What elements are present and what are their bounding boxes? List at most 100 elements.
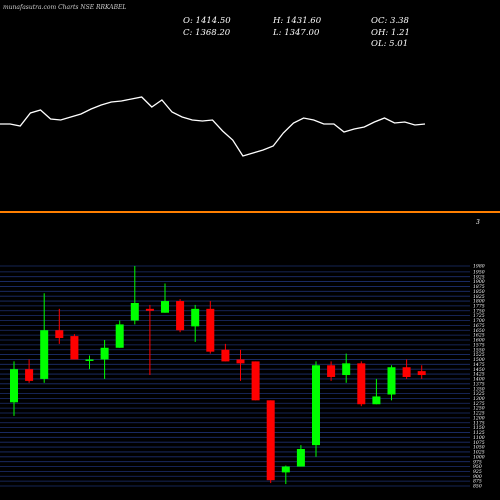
price-tick-label: 1980	[473, 264, 485, 270]
candle-body	[10, 369, 18, 403]
price-tick-label: 1875	[473, 284, 485, 290]
price-tick-label: 1650	[473, 328, 485, 334]
candle-body	[266, 400, 275, 481]
price-tick-label: 1575	[473, 342, 485, 348]
price-tick-label: 1375	[473, 381, 485, 387]
candle	[417, 365, 426, 379]
candle	[206, 301, 215, 354]
price-tick-label: 1350	[473, 386, 485, 392]
price-tick-label: 1425	[473, 372, 485, 378]
price-tick-label: 1525	[473, 352, 485, 358]
close-value: C: 1368.20	[183, 28, 231, 38]
price-tick-label: 1225	[473, 411, 485, 417]
candle	[296, 445, 305, 467]
candle-body	[251, 361, 260, 401]
candle	[25, 359, 34, 383]
price-tick-label: 1100	[473, 435, 485, 441]
candle	[176, 299, 185, 333]
price-grid	[0, 265, 470, 487]
candle	[10, 361, 18, 416]
price-tick-label: 1475	[473, 362, 485, 368]
candle	[357, 361, 366, 407]
candle-body	[221, 349, 230, 362]
candle-body	[387, 367, 396, 395]
candle-body	[100, 347, 109, 360]
candle	[85, 355, 94, 370]
price-tick-label: 1000	[473, 454, 485, 460]
candle-body	[281, 466, 290, 473]
candle-body	[417, 371, 426, 376]
price-tick-label: 1950	[473, 269, 485, 275]
candle	[145, 304, 154, 376]
price-tick-label: 1200	[473, 415, 485, 421]
candle	[312, 361, 320, 457]
candle-body	[161, 301, 169, 313]
price-tick-label: 850	[473, 484, 482, 490]
candle	[40, 293, 49, 383]
price-axis-ticks: 1980195019251900187518501825180017751750…	[473, 264, 485, 490]
price-tick-label: 1125	[473, 430, 485, 436]
price-tick-label: 1600	[473, 338, 485, 344]
candle	[115, 320, 124, 348]
candle-body	[55, 330, 64, 339]
candle	[251, 361, 260, 401]
candle	[55, 308, 64, 344]
candle	[236, 349, 245, 381]
candle	[100, 339, 109, 379]
price-tick-label: 1825	[473, 294, 485, 300]
price-tick-label: 1675	[473, 323, 485, 329]
price-tick-label: 1275	[473, 401, 485, 407]
candle-body	[372, 396, 381, 405]
price-tick-label: 1175	[473, 420, 485, 426]
price-tick-label: 900	[473, 474, 482, 480]
candlesticks	[10, 266, 426, 485]
candle-body	[402, 367, 411, 377]
price-tick-label: 1325	[473, 391, 485, 397]
candle-body	[40, 330, 49, 379]
candle	[266, 400, 275, 484]
candle	[161, 283, 169, 313]
price-tick-label: 1625	[473, 333, 485, 339]
price-tick-label: 1550	[473, 347, 485, 353]
price-tick-label: 1900	[473, 279, 485, 285]
price-tick-label: 1300	[473, 396, 485, 402]
price-tick-label: 1925	[473, 274, 485, 280]
price-tick-label: 1400	[473, 377, 485, 383]
price-tick-label: 1025	[473, 450, 485, 456]
price-tick-label: 1500	[473, 357, 485, 363]
candle	[221, 343, 230, 362]
candle-body	[191, 308, 200, 327]
price-tick-label: 875	[473, 479, 482, 485]
candle-body	[85, 359, 94, 361]
candle-body	[70, 336, 79, 360]
candle	[70, 334, 79, 360]
candle-body	[176, 301, 185, 331]
candle-body	[130, 302, 139, 321]
candle-body	[236, 359, 245, 364]
candle-body	[342, 363, 351, 376]
price-tick-label: 1850	[473, 289, 485, 295]
candle-body	[25, 369, 34, 381]
indicator-value-label: 3	[476, 219, 480, 226]
price-tick-label: 1700	[473, 318, 485, 324]
candle	[342, 353, 351, 383]
candle-body	[312, 365, 320, 446]
price-tick-label: 1075	[473, 440, 485, 446]
candle-body	[145, 308, 154, 311]
price-tick-label: 975	[473, 459, 482, 465]
candle	[130, 266, 139, 325]
price-tick-label: 1750	[473, 308, 485, 314]
ohlc-readout: O: 1414.50 H: 1431.60 OC: 3.38 C: 1368.2…	[183, 16, 410, 49]
candle	[387, 365, 396, 401]
price-tick-label: 1775	[473, 304, 485, 310]
price-tick-label: 950	[473, 464, 482, 470]
price-tick-label: 925	[473, 469, 482, 475]
open-value: O: 1414.50	[183, 16, 231, 26]
watermark: munafasutra.com Charts NSE RRKABEL	[3, 4, 126, 11]
candle	[372, 378, 381, 405]
low-value: L: 1347.00	[272, 28, 320, 38]
candle	[327, 361, 336, 381]
candle-body	[296, 449, 305, 467]
